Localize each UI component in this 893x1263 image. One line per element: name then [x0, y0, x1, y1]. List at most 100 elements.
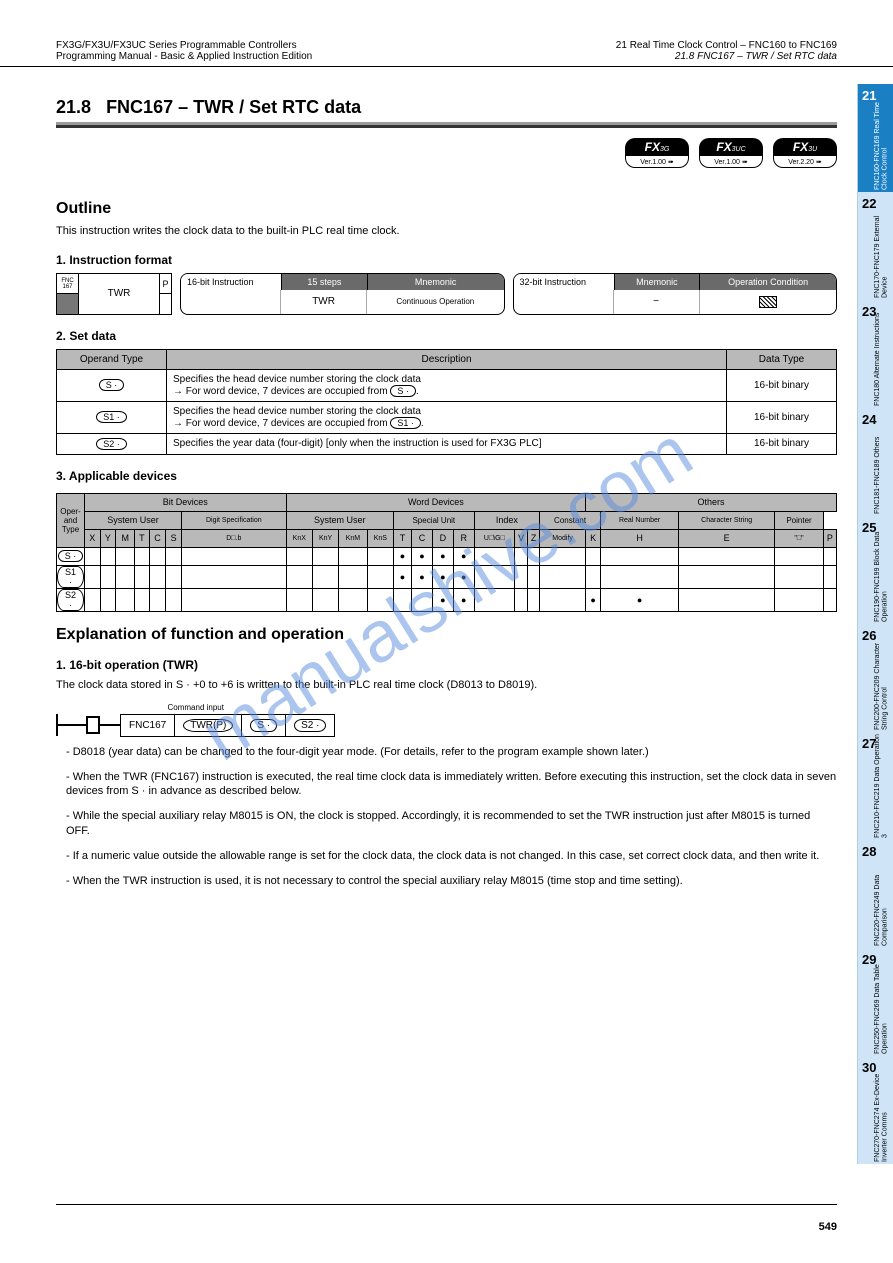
tab-text: FNC210-FNC219 Data Operation 3 [874, 732, 889, 840]
table-row: S1 · Specifies the head device number st… [57, 401, 837, 433]
dev-cell [540, 565, 586, 588]
dev-cell [775, 547, 824, 565]
dev-cell [149, 588, 166, 611]
dev-cell: ● [412, 565, 433, 588]
dev-op-col: Oper-andType [57, 493, 85, 547]
dev-cell [116, 565, 135, 588]
section-underline [56, 122, 837, 128]
sidebar-tab[interactable]: 27FNC210-FNC219 Data Operation 3 [857, 732, 893, 840]
sd-type-2: 16-bit binary [727, 433, 837, 454]
dev-g-ptr: Pointer [775, 511, 824, 529]
diagram-label: Command input [168, 703, 224, 712]
dev-g-sys: System User [85, 511, 182, 529]
dev-cell: ● [393, 547, 411, 565]
dev-cell [116, 588, 135, 611]
hdr-left-1: FX3G/FX3U/FX3UC Series Programmable Cont… [56, 40, 312, 51]
bullet: - When the TWR instruction is used, it i… [66, 874, 837, 889]
dev-cell [135, 547, 149, 565]
sidebar-tab[interactable]: 22FNC170-FNC179 External Device [857, 192, 893, 300]
dev-cell [515, 565, 528, 588]
tab-text: FNC200-FNC209 Character String Control [874, 624, 889, 732]
sidebar-tab[interactable]: 30FNC270-FNC274 Ex-Device Inverter Comms [857, 1056, 893, 1164]
dev-cell [116, 547, 135, 565]
tab-number: 22 [858, 192, 874, 211]
dev-cell [367, 565, 393, 588]
section-title: FNC167 – TWR / Set RTC data [106, 97, 361, 117]
dev-g-const: Constant [540, 511, 601, 529]
tab-text: FNC270-FNC274 Ex-Device Inverter Comms [874, 1056, 889, 1164]
tab-number: 24 [858, 408, 874, 427]
fmt32-dash: − [614, 290, 700, 314]
dev-cell: ● [601, 588, 679, 611]
dev-g-sp: Special Unit [393, 511, 474, 529]
fmt32-mnem: Mnemonic [614, 274, 700, 290]
sidebar-tab[interactable]: 28FNC220-FNC249 Data Comparison [857, 840, 893, 948]
table-setdata: Operand Type Description Data Type S · S… [56, 349, 837, 455]
dev-cell [149, 565, 166, 588]
dev-cell [540, 547, 586, 565]
fnc-greybox [57, 294, 79, 314]
dev-cell [312, 547, 338, 565]
tab-number: 29 [858, 948, 874, 967]
pill-fx3u: FX3U Ver.2.20 ➠ [773, 138, 837, 168]
sd-type-1: 16-bit binary [727, 401, 837, 433]
devices-heading: 3. Applicable devices [56, 469, 837, 483]
table-row: S2 ·●●●● [57, 588, 837, 611]
tab-number: 28 [858, 840, 874, 859]
sidebar-tab[interactable]: 24FNC181-FNC189 Others [857, 408, 893, 516]
dev-cell [166, 588, 182, 611]
section-heading: 21.8 FNC167 – TWR / Set RTC data [0, 97, 893, 118]
fmt32-label: 32-bit Instruction [514, 274, 614, 290]
sidebar-tab[interactable]: 23FNC180 Alternate Instructions [857, 300, 893, 408]
tab-text: FNC160-FNC169 Real Time Clock Control [874, 84, 889, 192]
dev-row-label: S2 · [57, 589, 84, 611]
dev-cell [181, 547, 286, 565]
dev-cell [149, 547, 166, 565]
tab-text: FNC250-FNC269 Data Table Operation [874, 948, 889, 1056]
table-row: S2 · Specifies the year data (four-digit… [57, 433, 837, 454]
dev-cell [312, 565, 338, 588]
sd-op-0: S · [99, 379, 125, 391]
explain-heading: Explanation of function and operation [56, 626, 837, 644]
hdr-right-2: 21.8 FNC167 – TWR / Set RTC data [616, 51, 837, 62]
sidebar-tab[interactable]: 26FNC200-FNC209 Character String Control [857, 624, 893, 732]
ladder-diagram: Command input FNC167 TWR(P) S · S2 · [56, 703, 837, 737]
inst-seg-1: S · [250, 719, 277, 732]
dev-cell [312, 588, 338, 611]
tab-number: 30 [858, 1056, 874, 1075]
dev-cell: ● [432, 588, 453, 611]
dev-cell [474, 588, 514, 611]
dev-cell [515, 588, 528, 611]
sidebar-tab[interactable]: 25FNC190-FNC199 Block Data Operation [857, 516, 893, 624]
dev-cell [823, 588, 836, 611]
tab-number: 21 [858, 84, 874, 103]
footer-rule [56, 1204, 837, 1205]
bullet: - D8018 (year data) can be changed to th… [66, 745, 837, 760]
dev-cell [528, 565, 540, 588]
sidebar-tab[interactable]: 29FNC250-FNC269 Data Table Operation [857, 948, 893, 1056]
bullets: - D8018 (year data) can be changed to th… [56, 745, 837, 889]
outline-text: This instruction writes the clock data t… [56, 224, 837, 239]
sd-type-0: 16-bit binary [727, 369, 837, 401]
fnc-number: FNC 167 [57, 274, 79, 295]
outline-heading: Outline [56, 200, 837, 218]
format-16bit: 16-bit Instruction 15 steps Mnemonic TWR… [180, 273, 505, 315]
dev-cell [601, 547, 679, 565]
sd-op-1: S1 · [96, 411, 127, 423]
dev-cell [823, 565, 836, 588]
dev-cell [679, 565, 775, 588]
dev-cell: ● [453, 565, 474, 588]
dev-row-label: S · [58, 550, 84, 562]
dev-cell [515, 547, 528, 565]
dev-cell [601, 565, 679, 588]
fmt16-twr: TWR [281, 290, 367, 314]
rung-mid [100, 724, 120, 726]
dev-cell [100, 588, 116, 611]
dev-cell [135, 565, 149, 588]
bullet: - While the special auxiliary relay M801… [66, 809, 837, 839]
tab-text: FNC190-FNC199 Block Data Operation [874, 516, 889, 624]
sidebar-tab[interactable]: 21FNC160-FNC169 Real Time Clock Control [857, 84, 893, 192]
sd-col-op: Operand Type [57, 349, 167, 369]
dev-cell: ● [412, 547, 433, 565]
dev-cell [775, 588, 824, 611]
